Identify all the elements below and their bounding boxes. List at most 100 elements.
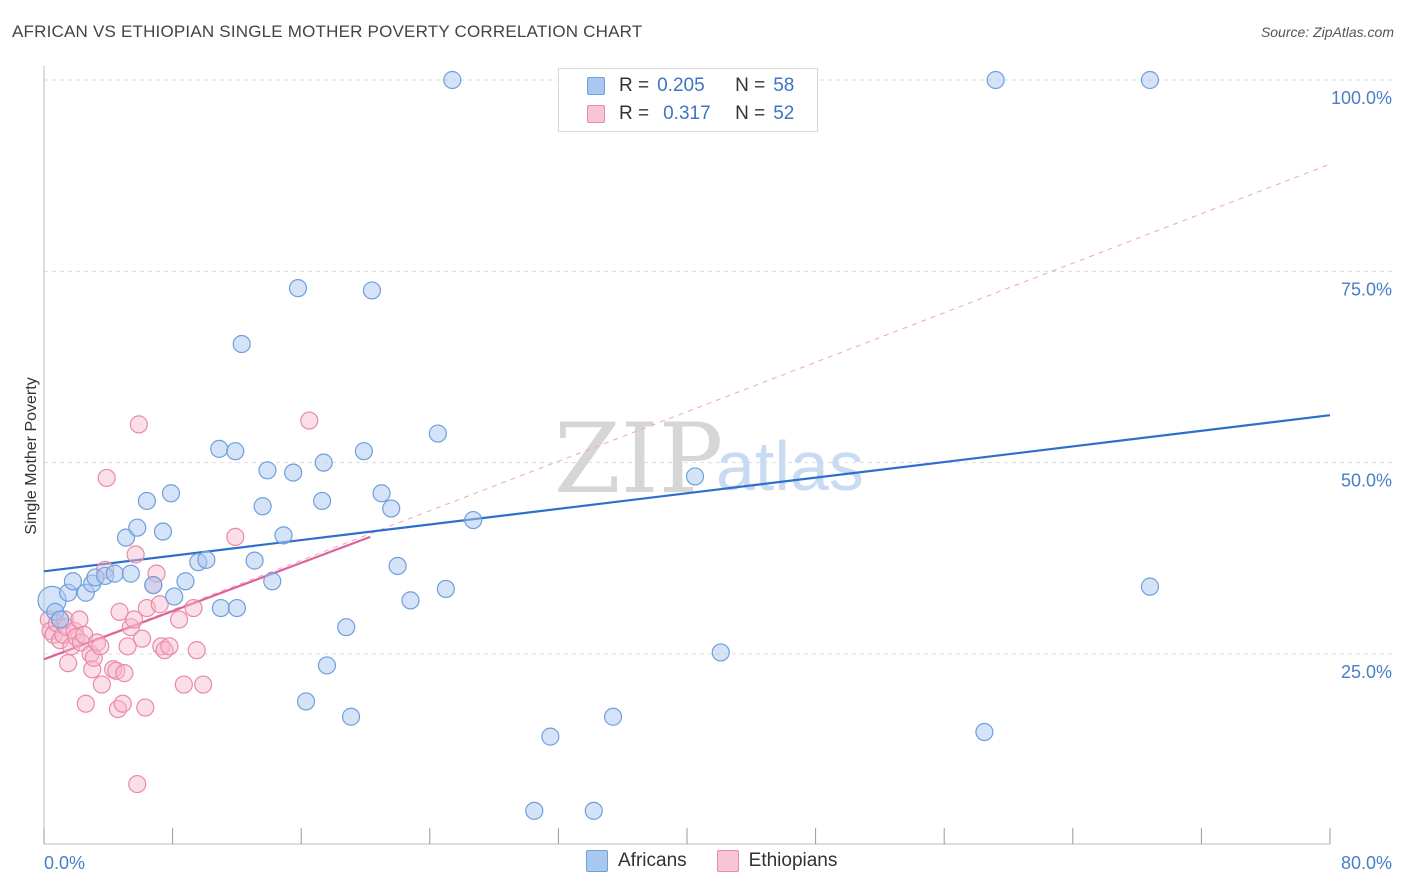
ethiopians-point [70, 610, 89, 629]
africans-point [436, 579, 455, 599]
africans-point [63, 572, 83, 591]
legend-row-africans: R = 0.205 N = 58 [587, 73, 794, 99]
africans-r-value: 0.205 [657, 75, 705, 96]
africans-point [986, 70, 1005, 90]
africans-point [354, 442, 373, 461]
africans-point [317, 656, 337, 675]
ethiopians-point [136, 698, 155, 717]
ethiopians-r-value: 0.317 [663, 103, 711, 124]
ethiopians-legend-label: Ethiopians [748, 850, 838, 871]
grid-lines [44, 79, 1392, 655]
ethiopians-point [226, 527, 245, 546]
africans-point [274, 526, 293, 545]
africans-n-label: N = [735, 75, 766, 96]
africans-point [372, 484, 391, 503]
ethiopians-point [108, 699, 128, 719]
africans-point [210, 439, 229, 458]
legend-row-ethiopians: R = 0.317 N = 52 [587, 101, 794, 127]
africans-point [128, 518, 147, 537]
africans-point [296, 692, 316, 711]
ethiopians-point [132, 629, 152, 648]
africans-point [382, 499, 401, 518]
axes [43, 66, 1331, 845]
africans-point [314, 453, 333, 472]
ethiopians-point [129, 415, 148, 434]
ethiopians-point [187, 641, 206, 660]
africans-point [975, 722, 994, 742]
y-axis-label: Single Mother Poverty [23, 377, 40, 534]
africans-legend-swatch [586, 850, 608, 872]
africans-point [1140, 577, 1160, 596]
ethiopians-point [118, 637, 137, 656]
ethiopians-point [160, 637, 179, 656]
ethiopians-point [113, 694, 132, 713]
ethiopians-point [83, 660, 102, 679]
africans-point [443, 70, 462, 90]
africans-swatch [587, 77, 605, 95]
africans-point [144, 575, 163, 595]
ethiopians-point [126, 545, 145, 564]
africans-point [428, 424, 447, 443]
ethiopians-point [84, 648, 103, 667]
africans-point [137, 491, 156, 511]
africans-point [121, 564, 140, 583]
ethiopians-point [62, 637, 81, 656]
y-tick-label: 100.0% [1331, 88, 1392, 108]
africans-point [711, 643, 730, 662]
africans-point [525, 801, 544, 820]
ethiopians-point [115, 664, 134, 683]
africans-point [165, 587, 184, 606]
africans-legend-label: Africans [618, 850, 687, 871]
ethiopians-r-label: R = [619, 103, 650, 124]
ethiopians-point [59, 654, 78, 673]
africans-point [337, 618, 356, 637]
chart-title: AFRICAN VS ETHIOPIAN SINGLE MOTHER POVER… [12, 22, 643, 41]
ethiopians-point [150, 595, 169, 614]
ethiopians-point [194, 675, 213, 694]
africans-point [161, 484, 181, 503]
africans-point [312, 491, 332, 511]
x-tick-label: 80.0% [1341, 853, 1392, 873]
ethiopians-point [300, 411, 319, 430]
africans-point [153, 522, 173, 541]
legend-item-ethiopians[interactable]: Ethiopians [716, 850, 838, 872]
trend-lines [43, 163, 1331, 661]
watermark-zip: ZIP [554, 403, 723, 515]
africans-points [37, 70, 1160, 820]
africans-point [401, 591, 420, 610]
africans-point [603, 707, 623, 726]
ethiopians-legend-swatch [716, 850, 739, 872]
africans-point [263, 572, 282, 591]
ethiopians-point [128, 774, 147, 794]
ethiopians-trend-line [43, 535, 371, 661]
watermark: ZIP atlas [554, 403, 864, 515]
africans-point [288, 279, 308, 298]
source-credit[interactable]: Source: ZipAtlas.com [1260, 24, 1394, 40]
ethiopians-n-label: N = [735, 103, 766, 124]
ethiopians-swatch [587, 105, 605, 123]
africans-point [388, 556, 407, 576]
legend-item-africans[interactable]: Africans [586, 850, 687, 872]
africans-point [258, 461, 277, 480]
ethiopians-point [110, 602, 129, 621]
africans-point [464, 510, 483, 530]
y-tick-label: 75.0% [1341, 279, 1392, 299]
x-tick-label: 0.0% [44, 853, 85, 873]
africans-point [584, 801, 603, 820]
ethiopians-point [124, 610, 144, 629]
africans-point [232, 334, 251, 354]
africans-point [197, 550, 216, 569]
ethiopians-point [97, 468, 116, 488]
series-legend: Africans Ethiopians [586, 850, 867, 872]
y-tick-label: 25.0% [1341, 662, 1392, 682]
ethiopians-point [92, 675, 111, 694]
africans-n-value: 58 [773, 75, 795, 96]
africans-point [227, 598, 246, 618]
africans-point [362, 281, 382, 300]
africans-point [341, 707, 361, 726]
africans-point [211, 598, 230, 618]
ethiopians-n-value: 52 [773, 103, 795, 124]
africans-point [105, 564, 124, 583]
africans-point [685, 467, 705, 486]
